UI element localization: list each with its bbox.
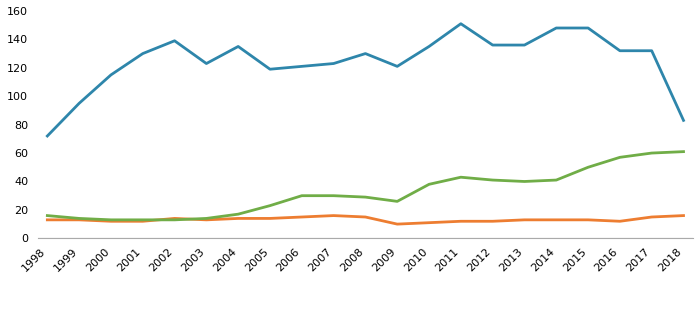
- Cocaïne: [456, 219, 465, 223]
- Autres drogues: [425, 182, 433, 186]
- Cocaïne: [361, 215, 370, 219]
- Cocaïne: [679, 213, 687, 217]
- Cannabis: [393, 65, 401, 69]
- Autres drogues: [648, 151, 656, 155]
- Cocaïne: [170, 216, 178, 220]
- Autres drogues: [75, 216, 83, 220]
- Autres drogues: [520, 179, 528, 183]
- Cocaïne: [107, 219, 116, 223]
- Cocaïne: [552, 218, 561, 222]
- Cocaïne: [648, 215, 656, 219]
- Cocaïne: [234, 216, 242, 220]
- Cannabis: [234, 44, 242, 48]
- Autres drogues: [330, 194, 338, 198]
- Cocaïne: [43, 218, 52, 222]
- Cannabis: [107, 73, 116, 77]
- Cannabis: [170, 39, 178, 43]
- Cannabis: [75, 101, 83, 105]
- Cocaïne: [520, 218, 528, 222]
- Cannabis: [425, 44, 433, 48]
- Autres drogues: [139, 218, 147, 222]
- Autres drogues: [679, 150, 687, 154]
- Line: Cocaïne: Cocaïne: [48, 215, 683, 224]
- Cannabis: [552, 26, 561, 30]
- Cannabis: [361, 52, 370, 56]
- Autres drogues: [552, 178, 561, 182]
- Cocaïne: [330, 213, 338, 217]
- Cannabis: [43, 134, 52, 138]
- Autres drogues: [234, 212, 242, 216]
- Autres drogues: [489, 178, 497, 182]
- Autres drogues: [361, 195, 370, 199]
- Cannabis: [648, 49, 656, 53]
- Autres drogues: [170, 218, 178, 222]
- Cannabis: [202, 62, 211, 66]
- Cannabis: [584, 26, 592, 30]
- Cannabis: [489, 43, 497, 47]
- Autres drogues: [43, 213, 52, 217]
- Cannabis: [266, 67, 274, 71]
- Cannabis: [520, 43, 528, 47]
- Cocaïne: [616, 219, 624, 223]
- Cannabis: [679, 118, 687, 122]
- Autres drogues: [584, 165, 592, 169]
- Cocaïne: [202, 218, 211, 222]
- Cocaïne: [139, 219, 147, 223]
- Line: Autres drogues: Autres drogues: [48, 152, 683, 220]
- Cocaïne: [266, 216, 274, 220]
- Autres drogues: [266, 204, 274, 208]
- Cocaïne: [425, 221, 433, 225]
- Cannabis: [330, 62, 338, 66]
- Cocaïne: [75, 218, 83, 222]
- Autres drogues: [298, 194, 306, 198]
- Autres drogues: [456, 175, 465, 179]
- Cannabis: [298, 65, 306, 69]
- Line: Cannabis: Cannabis: [48, 24, 683, 136]
- Autres drogues: [393, 199, 401, 203]
- Cocaïne: [489, 219, 497, 223]
- Autres drogues: [616, 155, 624, 159]
- Autres drogues: [107, 218, 116, 222]
- Cocaïne: [393, 222, 401, 226]
- Cannabis: [139, 52, 147, 56]
- Cocaïne: [298, 215, 306, 219]
- Autres drogues: [202, 216, 211, 220]
- Cannabis: [456, 22, 465, 26]
- Cannabis: [616, 49, 624, 53]
- Cocaïne: [584, 218, 592, 222]
